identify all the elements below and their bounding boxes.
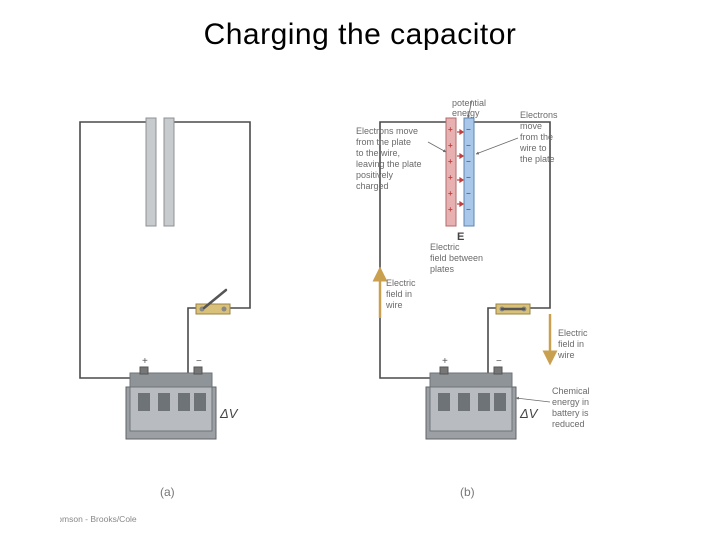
svg-text:energy in: energy in bbox=[552, 397, 589, 407]
svg-text:+: + bbox=[448, 157, 453, 166]
svg-text:−: − bbox=[466, 141, 471, 150]
svg-text:−: − bbox=[466, 125, 471, 134]
svg-text:wire: wire bbox=[557, 350, 575, 360]
svg-text:Electric: Electric bbox=[430, 242, 460, 252]
svg-text:from the: from the bbox=[520, 132, 553, 142]
battery-b: + − bbox=[426, 356, 516, 439]
svg-text:−: − bbox=[196, 356, 202, 367]
svg-text:wire to: wire to bbox=[519, 143, 547, 153]
svg-text:−: − bbox=[496, 356, 502, 367]
diagram: + − ΔV (a) ++ ++ ++ −− −− −− bbox=[60, 98, 660, 528]
svg-text:energy: energy bbox=[452, 108, 480, 118]
svg-text:Electrons: Electrons bbox=[520, 110, 558, 120]
svg-text:battery is: battery is bbox=[552, 408, 589, 418]
svg-text:from the plate: from the plate bbox=[356, 137, 411, 147]
svg-text:Electric: Electric bbox=[386, 278, 416, 288]
svg-text:−: − bbox=[466, 157, 471, 166]
svg-text:+: + bbox=[442, 356, 448, 367]
panel-b: ++ ++ ++ −− −− −− bbox=[356, 98, 590, 499]
voltage-a: ΔV bbox=[219, 406, 239, 421]
annot-efield-wire-right: Electric field in wire bbox=[557, 328, 588, 360]
svg-text:field in: field in bbox=[386, 289, 412, 299]
svg-text:charged: charged bbox=[356, 181, 389, 191]
svg-text:reduced: reduced bbox=[552, 419, 585, 429]
voltage-b: ΔV bbox=[519, 406, 539, 421]
svg-text:+: + bbox=[142, 356, 148, 367]
svg-text:leaving the plate: leaving the plate bbox=[356, 159, 422, 169]
panel-label-a: (a) bbox=[160, 485, 175, 499]
panel-a: + − ΔV (a) bbox=[80, 118, 250, 499]
panel-label-b: (b) bbox=[460, 485, 475, 499]
annot-separation: Separation of charges represents potenti… bbox=[452, 98, 496, 118]
copyright: ©2004 Thomson - Brooks/Cole bbox=[60, 514, 137, 524]
annot-efield-wire-left: Electric field in wire bbox=[385, 278, 416, 310]
svg-text:move: move bbox=[520, 121, 542, 131]
svg-text:−: − bbox=[466, 205, 471, 214]
annot-plate-right: Electrons move from the wire to the plat… bbox=[476, 110, 558, 164]
page-title: Charging the capacitor bbox=[0, 18, 720, 52]
svg-text:+: + bbox=[448, 189, 453, 198]
battery-a: + − bbox=[126, 356, 216, 439]
svg-text:to the wire,: to the wire, bbox=[356, 148, 400, 158]
annot-efield-between: Electric field between plates bbox=[430, 242, 483, 274]
svg-text:potential: potential bbox=[452, 98, 486, 108]
switch-closed bbox=[496, 304, 530, 314]
svg-text:+: + bbox=[448, 205, 453, 214]
svg-text:the plate: the plate bbox=[520, 154, 555, 164]
switch-open bbox=[196, 290, 230, 314]
annot-plate-left: Electrons move from the plate to the wir… bbox=[356, 126, 446, 191]
svg-text:+: + bbox=[448, 141, 453, 150]
svg-text:field between: field between bbox=[430, 253, 483, 263]
svg-text:Electric: Electric bbox=[558, 328, 588, 338]
svg-text:+: + bbox=[448, 173, 453, 182]
svg-text:wire: wire bbox=[385, 300, 403, 310]
svg-text:−: − bbox=[466, 173, 471, 182]
svg-text:+: + bbox=[448, 125, 453, 134]
svg-text:Chemical: Chemical bbox=[552, 386, 590, 396]
svg-text:−: − bbox=[466, 189, 471, 198]
svg-text:field in: field in bbox=[558, 339, 584, 349]
svg-text:positively: positively bbox=[356, 170, 394, 180]
svg-text:plates: plates bbox=[430, 264, 455, 274]
svg-text:Electrons move: Electrons move bbox=[356, 126, 418, 136]
